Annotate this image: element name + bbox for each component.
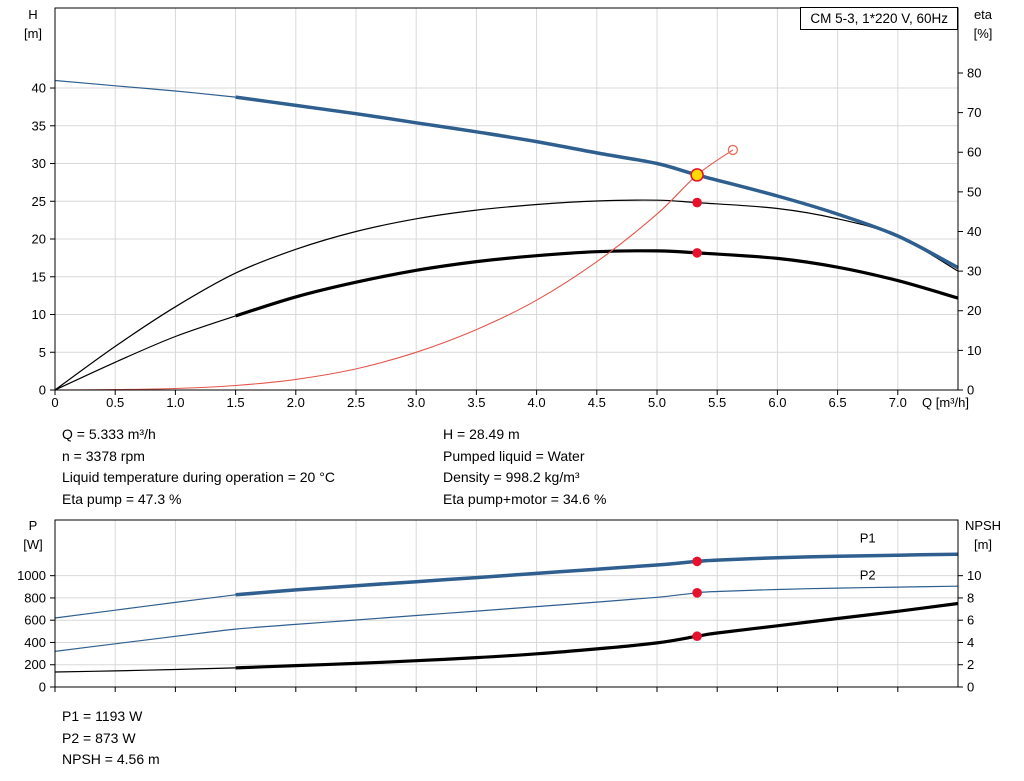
x-tick-label: 4.0 — [528, 395, 546, 410]
y-left-axis-label: P — [29, 518, 38, 533]
marker-p2-dot — [692, 588, 702, 598]
y-right-tick-label: 8 — [967, 590, 974, 605]
info-density: Density = 998.2 kg/m³ — [443, 469, 580, 485]
y-left-tick-label: 40 — [32, 81, 46, 96]
y-left-axis-unit: [m] — [24, 26, 42, 41]
hq-eta-chart[interactable]: 0 0.5 1.0 1.5 2.0 2.5 3.0 3.5 4.0 4.5 5.0 5.5 6.0 6.5… — [0, 0, 1024, 416]
y-left-tick-label: 400 — [24, 635, 46, 650]
pump-model-box: CM 5-3, 1*220 V, 60Hz — [800, 7, 958, 30]
info-flow: Q = 5.333 m³/h — [62, 426, 156, 442]
y-left-tick-label: 20 — [32, 232, 46, 247]
y-left-tick-label: 0 — [39, 383, 46, 398]
x-tick-label: 5.0 — [648, 395, 666, 410]
plot-area[interactable] — [54, 519, 959, 688]
y-left-tick-label: 10 — [32, 307, 46, 322]
series-label-p1: P1 — [860, 530, 876, 545]
y-right-tick-label: 40 — [967, 224, 981, 239]
y-right-axis-unit: [%] — [974, 26, 993, 41]
curve-pump-curve — [235, 95, 959, 270]
y-left-tick-label: 5 — [39, 345, 46, 360]
x-tick-label: 3.0 — [407, 395, 425, 410]
curve-speed-curve — [54, 149, 734, 391]
x-tick-label: 7.0 — [889, 395, 907, 410]
operating-data-left: Q = 5.333 m³/h n = 3378 rpm Liquid tempe… — [62, 424, 443, 510]
marker-eta-pump-motor-dot — [692, 248, 702, 258]
y-left-tick-label: 30 — [32, 156, 46, 171]
series-label-p2: P2 — [860, 568, 876, 583]
y-left-tick-label: 1000 — [17, 568, 46, 583]
info-head: H = 28.49 m — [443, 426, 520, 442]
marker-p1-dot — [692, 556, 702, 567]
x-tick-label: 1.5 — [227, 395, 245, 410]
y-right-tick-label: 50 — [967, 184, 981, 199]
x-tick-label: 0.5 — [106, 395, 124, 410]
x-tick-label: 4.5 — [588, 395, 606, 410]
y-right-tick-label: 10 — [967, 343, 981, 358]
curve-npsh-lead — [54, 667, 236, 673]
hq-chart-wrap: 0 0.5 1.0 1.5 2.0 2.5 3.0 3.5 4.0 4.5 5.0 5.5 6.0 6.5… — [0, 0, 1024, 416]
y-right-axis-unit: [m] — [974, 537, 992, 552]
y-left-axis-unit: [W] — [23, 537, 43, 552]
x-tick-label: 0 — [51, 395, 58, 410]
curve-p1-lead — [54, 594, 236, 619]
marker-eta-pump-dot — [692, 197, 702, 208]
curve-pump-curve-lead — [54, 79, 236, 98]
y-right-tick-label: 10 — [967, 568, 981, 583]
x-tick-label: 5.5 — [708, 395, 726, 410]
y-left-tick-label: 15 — [32, 269, 46, 284]
info-eta-pump: Eta pump = 47.3 % — [62, 490, 182, 507]
y-left-tick-label: 25 — [32, 194, 46, 209]
y-right-axis-label: eta — [974, 7, 993, 22]
y-left-axis-label: H — [28, 7, 37, 22]
y-left-tick-label: 0 — [39, 680, 46, 695]
pump-model-label: CM 5-3, 1*220 V, 60Hz — [810, 11, 948, 26]
y-right-tick-label: 70 — [967, 105, 981, 120]
y-right-axis-label: NPSH — [965, 518, 1001, 533]
y-right-tick-label: 20 — [967, 303, 981, 318]
operating-data-block: Q = 5.333 m³/h n = 3378 rpm Liquid tempe… — [0, 416, 1024, 514]
y-right-tick-label: 0 — [967, 680, 974, 695]
result-block: P1 = 1193 W P2 = 873 W NPSH = 4.56 m — [0, 696, 1024, 771]
y-right-tick-label: 0 — [967, 383, 974, 398]
y-right-tick-label: 30 — [967, 264, 981, 279]
curve-eta-pump-motor — [235, 249, 959, 318]
x-axis-label: Q [m³/h] — [922, 395, 969, 410]
y-right-tick-label: 80 — [967, 65, 981, 80]
curve-eta-pump — [54, 199, 959, 391]
power-npsh-chart[interactable]: P2 P1 0 200 400 600 800 1000 0 2 4 6 8 10 P [W] NPSH [m] — [0, 514, 1024, 696]
info-speed: n = 3378 rpm — [62, 447, 145, 464]
curve-eta-pump-motor-lead — [54, 315, 236, 391]
marker-duty-point[interactable] — [690, 168, 704, 182]
curve-p1 — [235, 552, 959, 597]
y-left-tick-label: 600 — [24, 613, 46, 628]
curve-p2 — [54, 585, 959, 652]
y-right-tick-label: 60 — [967, 145, 981, 160]
curve-npsh — [235, 601, 959, 670]
result-p2: P2 = 873 W — [62, 729, 136, 746]
y-left-tick-label: 200 — [24, 657, 46, 672]
info-pumped-liquid: Pumped liquid = Water — [443, 447, 585, 464]
x-tick-label: 6.5 — [829, 395, 847, 410]
x-tick-label: 2.5 — [347, 395, 365, 410]
result-p1: P1 = 1193 W — [62, 708, 143, 724]
info-liquid-temperature: Liquid temperature during operation = 20… — [62, 469, 335, 485]
x-tick-label: 1.0 — [166, 395, 184, 410]
y-left-tick-label: 35 — [32, 118, 46, 133]
operating-data-right: H = 28.49 m Pumped liquid = Water Densit… — [443, 424, 606, 510]
x-tick-label: 2.0 — [287, 395, 305, 410]
y-right-tick-label: 4 — [967, 635, 974, 650]
x-tick-label: 3.5 — [467, 395, 485, 410]
info-eta-pump-motor: Eta pump+motor = 34.6 % — [443, 490, 607, 507]
plot-area[interactable] — [54, 7, 959, 391]
y-right-tick-label: 6 — [967, 613, 974, 628]
marker-npsh-dot — [692, 631, 702, 642]
x-tick-label: 6.0 — [768, 395, 786, 410]
result-npsh: NPSH = 4.56 m — [62, 751, 160, 767]
marker-rated-point — [727, 144, 739, 156]
y-right-tick-label: 2 — [967, 657, 974, 672]
y-left-tick-label: 800 — [24, 590, 46, 605]
